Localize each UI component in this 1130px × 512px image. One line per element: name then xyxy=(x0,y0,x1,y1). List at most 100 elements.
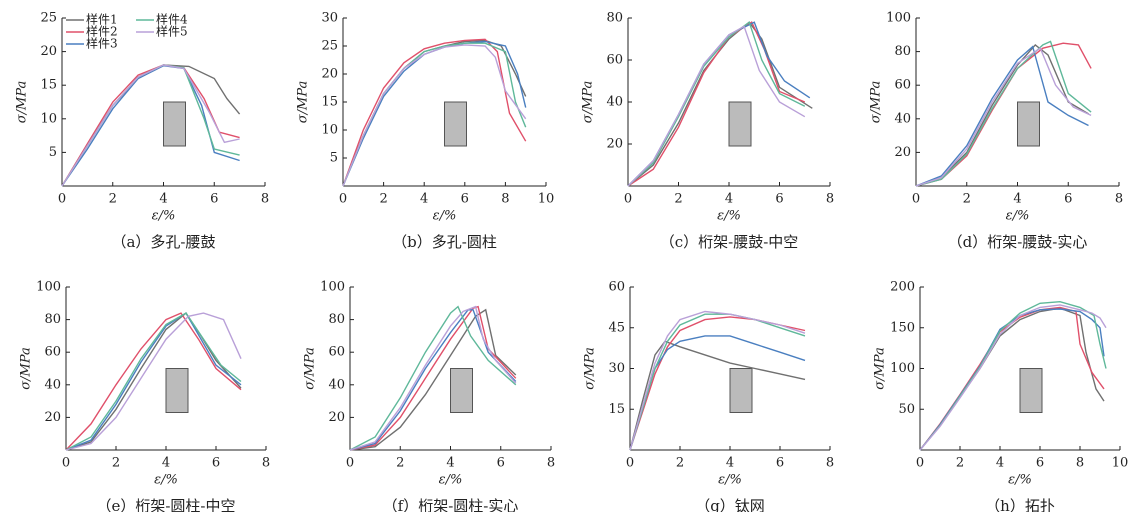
x-tick-label: 6 xyxy=(1064,192,1072,207)
x-tick-label: 6 xyxy=(210,192,218,207)
data-line xyxy=(628,22,805,186)
x-tick-label: 2 xyxy=(379,192,387,207)
y-axis-label: σ/MPa xyxy=(581,81,596,123)
y-tick-label: 80 xyxy=(894,44,911,59)
x-tick-label: 6 xyxy=(1036,456,1044,471)
caption: （g）钛网 xyxy=(695,497,765,512)
y-tick-label: 80 xyxy=(606,11,623,26)
x-tick-label: 4 xyxy=(420,192,428,207)
figure: 51015202502468σ/MPaε/%（a）多孔-腰鼓样件1样件2样件3样… xyxy=(0,0,1130,512)
specimen-icon xyxy=(166,369,188,413)
y-tick-label: 80 xyxy=(328,312,345,327)
y-tick-label: 150 xyxy=(890,320,915,335)
x-tick-label: 8 xyxy=(1115,192,1123,207)
data-line xyxy=(920,308,1104,450)
y-tick-label: 15 xyxy=(321,95,338,110)
x-tick-label: 2 xyxy=(396,456,404,471)
x-tick-label: 2 xyxy=(112,456,120,471)
y-tick-label: 100 xyxy=(890,361,915,376)
caption: （c）桁架-腰鼓-中空 xyxy=(660,233,799,251)
x-tick-label: 6 xyxy=(775,192,783,207)
y-axis-label: σ/MPa xyxy=(303,347,318,389)
y-tick-label: 60 xyxy=(894,78,911,93)
data-line xyxy=(630,314,805,450)
y-tick-label: 20 xyxy=(894,145,911,160)
specimen-icon xyxy=(445,102,467,146)
data-line xyxy=(916,48,1091,186)
x-tick-label: 4 xyxy=(726,456,734,471)
data-line xyxy=(343,40,526,186)
specimen-icon xyxy=(730,369,752,413)
data-line xyxy=(350,307,516,450)
y-axis-label: σ/MPa xyxy=(873,347,888,389)
y-axis-label: σ/MPa xyxy=(583,347,598,389)
data-line xyxy=(916,47,1089,186)
x-tick-label: 0 xyxy=(339,192,347,207)
data-line xyxy=(62,65,240,186)
y-tick-label: 5 xyxy=(330,151,338,166)
y-tick-label: 20 xyxy=(606,137,623,152)
y-tick-label: 5 xyxy=(49,145,57,160)
y-tick-label: 40 xyxy=(44,377,61,392)
data-line xyxy=(920,307,1104,450)
x-axis-label: ε/% xyxy=(717,209,741,224)
x-axis-label: ε/% xyxy=(152,209,176,224)
x-tick-label: 4 xyxy=(446,456,454,471)
specimen-icon xyxy=(451,369,473,413)
x-tick-label: 8 xyxy=(547,456,555,471)
x-tick-label: 8 xyxy=(501,192,509,207)
y-tick-label: 100 xyxy=(320,280,345,295)
specimen-icon xyxy=(729,102,751,146)
y-tick-label: 40 xyxy=(894,111,911,126)
y-tick-label: 10 xyxy=(40,111,57,126)
y-axis-label: σ/MPa xyxy=(15,81,30,123)
y-tick-label: 25 xyxy=(321,39,338,54)
y-tick-label: 60 xyxy=(44,345,61,360)
y-tick-label: 10 xyxy=(321,123,338,138)
data-line xyxy=(343,39,526,186)
x-tick-label: 4 xyxy=(159,192,167,207)
caption: （b）多孔-圆柱 xyxy=(392,233,497,251)
x-axis-label: ε/% xyxy=(154,473,178,488)
data-line xyxy=(62,65,240,186)
x-tick-label: 8 xyxy=(262,456,270,471)
x-tick-label: 0 xyxy=(624,192,632,207)
x-tick-label: 4 xyxy=(162,456,170,471)
x-tick-label: 0 xyxy=(916,456,924,471)
caption: （f）桁架-圆柱-实心 xyxy=(383,497,519,512)
data-line xyxy=(630,312,805,451)
y-axis-label: σ/MPa xyxy=(869,81,884,123)
y-axis-label: σ/MPa xyxy=(296,81,311,123)
x-axis-label: ε/% xyxy=(1008,473,1032,488)
x-tick-label: 8 xyxy=(1076,456,1084,471)
x-tick-label: 4 xyxy=(725,192,733,207)
data-line xyxy=(66,313,241,450)
data-line xyxy=(62,65,240,186)
data-line xyxy=(920,309,1104,450)
x-tick-label: 4 xyxy=(996,456,1004,471)
specimen-icon xyxy=(1020,369,1042,413)
x-tick-label: 10 xyxy=(1112,456,1129,471)
x-tick-label: 6 xyxy=(461,192,469,207)
x-tick-label: 2 xyxy=(676,456,684,471)
x-tick-label: 0 xyxy=(912,192,920,207)
y-tick-label: 40 xyxy=(328,377,345,392)
x-tick-label: 6 xyxy=(212,456,220,471)
y-tick-label: 20 xyxy=(44,410,61,425)
legend-label: 样件3 xyxy=(86,36,118,51)
x-axis-label: ε/% xyxy=(718,473,742,488)
y-tick-label: 60 xyxy=(328,345,345,360)
caption: （h）拓扑 xyxy=(985,497,1055,512)
y-tick-label: 60 xyxy=(606,53,623,68)
x-tick-label: 0 xyxy=(58,192,66,207)
data-line xyxy=(350,310,516,450)
y-tick-label: 25 xyxy=(40,11,57,26)
y-tick-label: 20 xyxy=(321,67,338,82)
x-tick-label: 8 xyxy=(826,456,834,471)
y-tick-label: 50 xyxy=(898,402,915,417)
data-line xyxy=(350,307,516,450)
legend-label: 样件5 xyxy=(156,24,188,39)
y-tick-label: 45 xyxy=(608,320,625,335)
y-tick-label: 15 xyxy=(40,78,57,93)
caption: （d）桁架-腰鼓-实心 xyxy=(948,233,1088,251)
